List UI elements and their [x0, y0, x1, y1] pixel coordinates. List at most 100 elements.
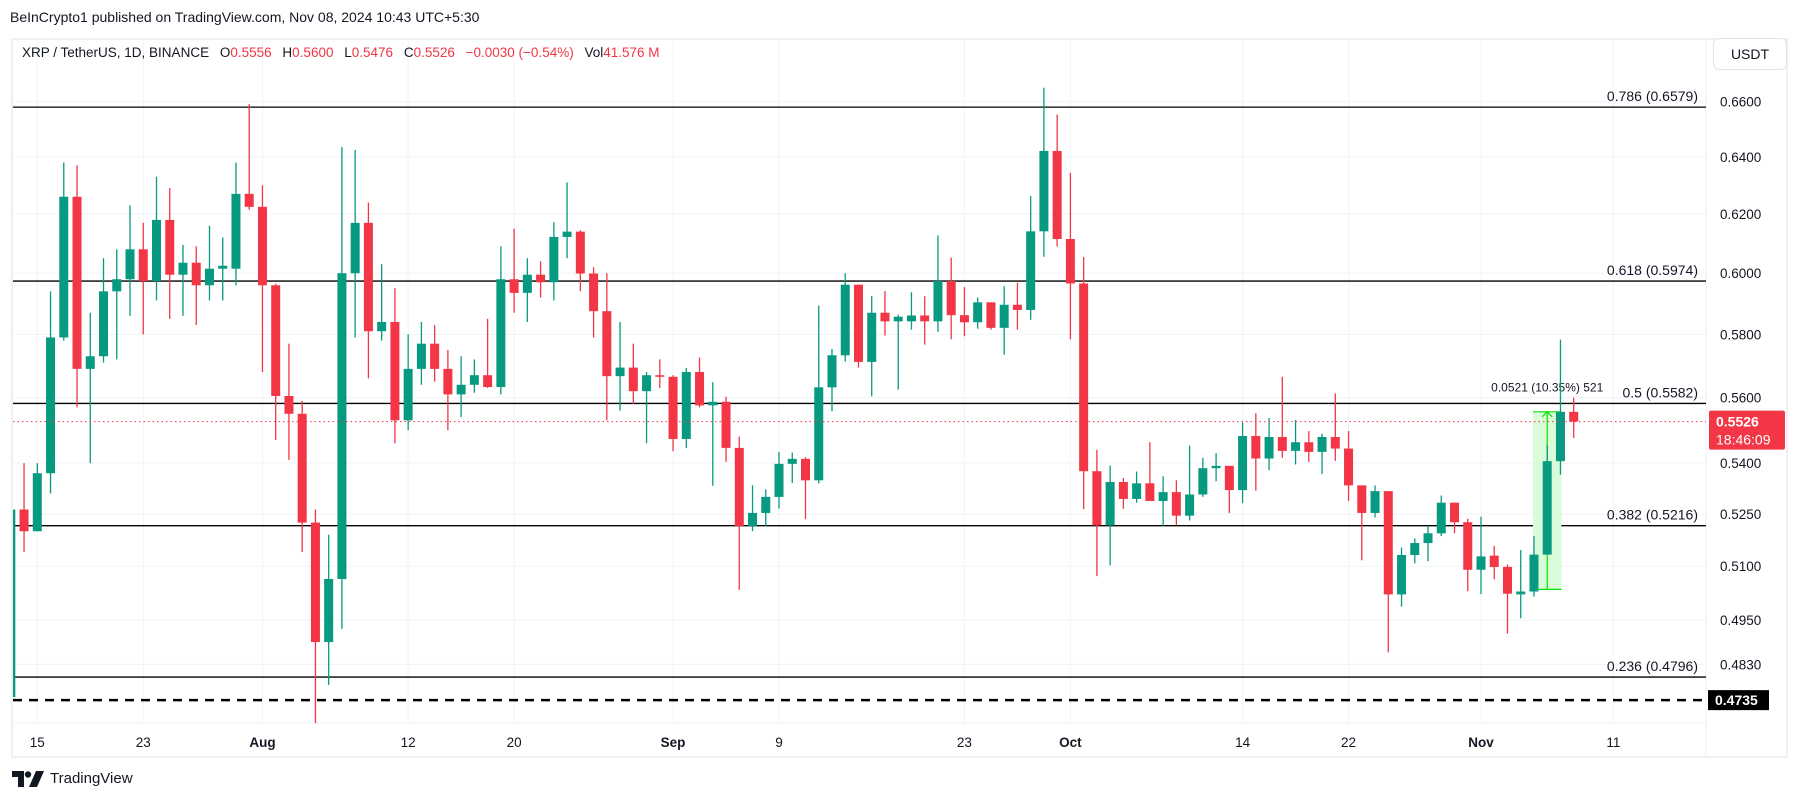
candle-body — [218, 265, 228, 269]
candle-body — [1344, 448, 1354, 486]
candle-down — [1450, 502, 1460, 534]
price-axis[interactable]: 0.6600 0.6400 0.6200 0.6000 0.5800 0.5600 0.54… — [1720, 94, 1761, 672]
candle-body — [1145, 483, 1155, 501]
candle-body — [1410, 543, 1420, 555]
candle-down — [430, 325, 440, 382]
candle-up — [1211, 453, 1221, 482]
candle-body — [13, 509, 16, 698]
candle-body — [1542, 461, 1552, 555]
candle-body — [1264, 436, 1274, 459]
candle-up — [1529, 536, 1539, 597]
candle-body — [1132, 483, 1142, 499]
candle-up — [681, 367, 691, 448]
candle-up — [522, 258, 532, 322]
close-label: C — [403, 45, 414, 60]
candle-up — [1198, 457, 1208, 497]
candle-body — [1463, 522, 1473, 570]
candle-body — [774, 463, 784, 497]
candle-up — [1410, 538, 1420, 564]
currency-button[interactable]: USDT — [1713, 38, 1787, 70]
fib-level-label: 0.382 (0.5216) — [1607, 507, 1698, 523]
candle-body — [522, 274, 532, 293]
candle-up — [125, 205, 135, 316]
candle-up — [1317, 433, 1327, 474]
candle-down — [946, 257, 956, 340]
candle-down — [1145, 442, 1155, 501]
date-tick-label: 11 — [1606, 735, 1620, 750]
candle-down — [1277, 376, 1287, 458]
date-tick-label: Aug — [249, 735, 275, 750]
candle-body — [589, 273, 599, 312]
candle-up — [231, 162, 241, 286]
candle-body — [920, 315, 930, 322]
price-tick-label: 0.6400 — [1720, 150, 1761, 165]
candle-body — [244, 193, 254, 207]
candle-body — [615, 367, 625, 377]
candle-up — [1291, 419, 1301, 465]
date-tick-label: Nov — [1468, 735, 1494, 750]
candle-body — [602, 311, 612, 377]
candle-body — [681, 372, 691, 439]
candle-down — [1092, 449, 1102, 577]
candle-down — [191, 246, 201, 326]
candle-up — [178, 244, 188, 316]
candle-body — [1357, 485, 1367, 513]
candle-down — [1118, 477, 1128, 509]
candle-down — [986, 302, 996, 330]
candle-up — [112, 249, 122, 360]
candle-body — [1079, 283, 1089, 472]
price-tick-label: 0.5800 — [1720, 327, 1761, 342]
candle-body — [880, 312, 890, 322]
candle-body — [787, 458, 797, 464]
low-label: L — [344, 45, 352, 60]
candle-body — [1012, 304, 1022, 310]
candle-down — [443, 349, 453, 431]
candle-body — [1158, 492, 1168, 501]
open-label: O — [219, 45, 231, 60]
candle-body — [151, 219, 161, 282]
candle-up — [151, 176, 161, 301]
candle-body — [125, 249, 135, 280]
candle-up — [1370, 485, 1380, 518]
candle-body — [734, 447, 744, 527]
tradingview-logo-icon — [12, 770, 44, 787]
symbol-title[interactable]: XRP / TetherUS, 1D, BINANCE — [22, 45, 210, 60]
candle-up — [642, 372, 652, 444]
candle-body — [324, 579, 334, 643]
candle-down — [509, 228, 519, 313]
candle-up — [324, 534, 334, 685]
candle-down — [1079, 257, 1089, 510]
candle-body — [827, 355, 837, 388]
candle-body — [642, 375, 652, 392]
candle-down — [363, 202, 373, 379]
candle-body — [536, 274, 546, 283]
candle-body — [1026, 231, 1036, 310]
candle-down — [72, 165, 82, 408]
candle-up — [615, 321, 625, 411]
candle-body — [1092, 471, 1102, 526]
current-price-tag — [1709, 410, 1785, 450]
time-axis[interactable]: 15 23 Aug 12 20 Sep 9 23 Oct 14 22 Nov 11 — [30, 735, 1621, 750]
candle-body — [271, 285, 281, 397]
candle-up — [1158, 476, 1168, 527]
volume-label: Vol — [584, 45, 604, 60]
candle-up — [1397, 547, 1407, 607]
candle-body — [628, 367, 638, 392]
candle-body — [337, 273, 347, 580]
candle-up — [85, 312, 95, 464]
candle-body — [297, 413, 307, 523]
price-tick-label: 0.5600 — [1720, 391, 1761, 406]
candle-body — [46, 337, 56, 474]
candle-body — [668, 376, 678, 439]
tradingview-branding[interactable]: TradingView — [12, 770, 133, 787]
candle-body — [456, 384, 466, 395]
candle-down — [668, 375, 678, 452]
candle-up — [46, 291, 56, 494]
fib-retracement[interactable]: 0.786 (0.6579) 0.618 (0.5974) 0.5 (0.5582)… — [13, 88, 1706, 678]
candle-body — [112, 279, 122, 292]
candle-down — [1463, 518, 1473, 592]
candle-up — [13, 509, 16, 698]
date-tick-label: 15 — [30, 735, 45, 750]
candle-up — [469, 359, 479, 393]
